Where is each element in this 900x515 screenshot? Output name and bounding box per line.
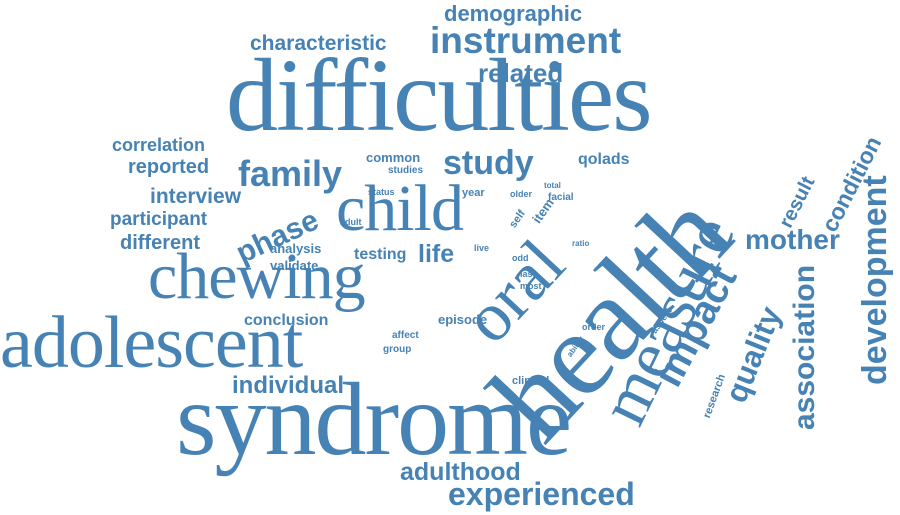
word-conclusion: conclusion bbox=[244, 312, 329, 329]
word-different: different bbox=[120, 232, 200, 254]
word-clinical: clinical bbox=[512, 375, 550, 387]
word-adult: adult bbox=[340, 217, 362, 227]
word-mother: mother bbox=[745, 224, 840, 255]
word-validate: validate bbox=[270, 258, 319, 273]
word-chewing: chewing bbox=[148, 240, 366, 313]
word-older: older bbox=[510, 189, 533, 199]
word-instrument: instrument bbox=[430, 20, 622, 61]
word-quality: quality bbox=[718, 301, 789, 408]
word-studies: studies bbox=[388, 165, 424, 176]
word-association: association bbox=[788, 264, 821, 430]
word-common: common bbox=[366, 150, 421, 165]
word-adulthood: adulthood bbox=[400, 458, 521, 486]
word-correlation: correlation bbox=[112, 135, 206, 155]
word-demographic: demographic bbox=[444, 1, 583, 26]
word-life: life bbox=[418, 240, 455, 268]
word-most: most bbox=[520, 281, 542, 291]
word-child: child bbox=[336, 172, 464, 245]
word-development: development bbox=[856, 175, 894, 385]
word-study: study bbox=[443, 144, 534, 182]
word-related: related bbox=[478, 58, 564, 88]
word-family: family bbox=[238, 153, 343, 194]
word-year: year bbox=[462, 187, 485, 199]
word-adolescent: adolescent bbox=[0, 302, 303, 384]
word-testing: testing bbox=[354, 246, 407, 263]
word-odd: odd bbox=[512, 253, 529, 263]
word-group: group bbox=[383, 344, 412, 355]
word-item: item bbox=[529, 195, 557, 227]
word-individual: individual bbox=[232, 372, 345, 399]
word-last: last bbox=[520, 269, 536, 279]
word-characteristic: characteristic bbox=[250, 32, 387, 55]
word-live: live bbox=[474, 243, 490, 253]
word-reported: reported bbox=[128, 156, 210, 178]
word-participant: participant bbox=[110, 209, 208, 230]
word-syndrome: syndrome bbox=[176, 362, 572, 477]
word-interview: interview bbox=[150, 185, 242, 208]
word-status: status bbox=[368, 187, 395, 197]
word-ratio: ratio bbox=[572, 239, 590, 248]
word-experienced: experienced bbox=[448, 476, 635, 512]
word-order: order bbox=[582, 322, 606, 332]
word-qolads: qolads bbox=[578, 151, 630, 168]
word-affect: affect bbox=[392, 330, 419, 341]
word-facial: facial bbox=[548, 192, 574, 203]
word-difficulties: difficulties bbox=[226, 38, 653, 153]
word-result: result bbox=[775, 173, 820, 232]
word-total: total bbox=[544, 181, 561, 190]
word-analysis: analysis bbox=[270, 241, 322, 256]
word-episode: episode bbox=[438, 312, 488, 327]
